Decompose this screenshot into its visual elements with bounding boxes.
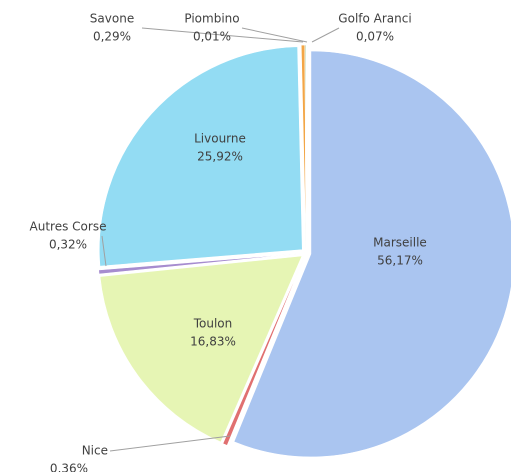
slice-label-value: 25,92% <box>197 150 243 164</box>
slice-label-value: 0,07% <box>356 30 394 44</box>
leader-line <box>311 27 340 43</box>
slice-label-name: Livourne <box>194 132 246 146</box>
pie-slice <box>99 255 303 443</box>
leader-line <box>141 27 304 43</box>
slice-label-name: Toulon <box>193 317 233 331</box>
slice-label-value: 0,01% <box>193 30 231 44</box>
slice-label-value: 0,29% <box>93 30 131 44</box>
slice-label-value: 56,17% <box>377 254 423 268</box>
slice-label-name: Nice <box>82 444 108 458</box>
pie-slice <box>98 253 302 275</box>
slice-label-value: 16,83% <box>190 335 236 349</box>
pie-slice <box>99 46 303 267</box>
leader-line <box>109 435 231 452</box>
slice-label-name: Autres Corse <box>30 220 107 234</box>
slice-label-name: Savone <box>90 12 134 26</box>
leader-line <box>101 235 107 267</box>
slice-label-value: 0,36% <box>50 462 88 472</box>
pie-slice <box>304 44 307 249</box>
slice-label-name: Golfo Aranci <box>338 12 411 26</box>
leader-line <box>241 27 308 43</box>
slice-label-value: 0,32% <box>49 238 87 252</box>
slice-label-name: Piombino <box>184 12 239 26</box>
pie-slice <box>233 50 511 458</box>
slice-label-name: Marseille <box>373 236 427 250</box>
pie-slice <box>222 257 305 446</box>
